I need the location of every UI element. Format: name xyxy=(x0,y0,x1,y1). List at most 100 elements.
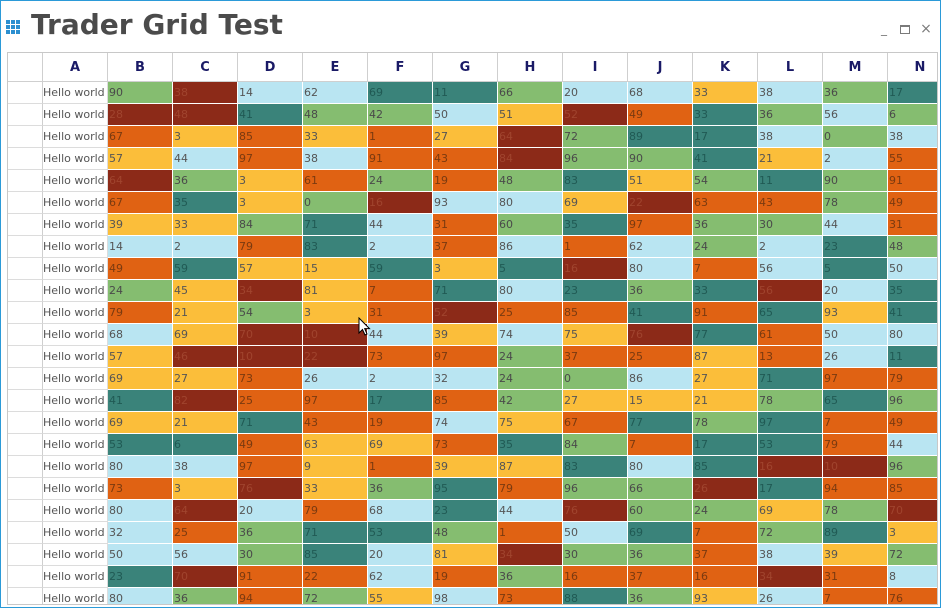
cell-value-j[interactable]: 76 xyxy=(628,324,693,346)
cell-value-e[interactable]: 26 xyxy=(303,368,368,390)
cell-value-f[interactable]: 20 xyxy=(368,544,433,566)
cell-value-m[interactable]: 44 xyxy=(823,214,888,236)
cell-value-m[interactable]: 79 xyxy=(823,434,888,456)
cell-value-h[interactable]: 74 xyxy=(498,324,563,346)
cell-value-n[interactable]: 91 xyxy=(888,170,937,192)
cell-value-m[interactable]: 20 xyxy=(823,280,888,302)
cell-value-g[interactable]: 32 xyxy=(433,368,498,390)
cell-value-l[interactable]: 34 xyxy=(758,566,823,588)
cell-text[interactable]: Hello world xyxy=(43,214,108,236)
cell-value-g[interactable]: 95 xyxy=(433,478,498,500)
cell-value-g[interactable]: 97 xyxy=(433,346,498,368)
cell-value-b[interactable]: 39 xyxy=(108,214,173,236)
cell-value-m[interactable]: 65 xyxy=(823,390,888,412)
cell-value-b[interactable]: 57 xyxy=(108,148,173,170)
cell-value-h[interactable]: 34 xyxy=(498,544,563,566)
cell-value-m[interactable]: 50 xyxy=(823,324,888,346)
cell-text[interactable]: Hello world xyxy=(43,192,108,214)
cell-value-l[interactable]: 71 xyxy=(758,368,823,390)
column-header-c[interactable]: C xyxy=(173,53,238,82)
cell-value-b[interactable]: 28 xyxy=(108,104,173,126)
cell-value-b[interactable]: 49 xyxy=(108,258,173,280)
cell-value-c[interactable]: 3 xyxy=(173,126,238,148)
cell-value-d[interactable]: 20 xyxy=(238,500,303,522)
cell-text[interactable]: Hello world xyxy=(43,302,108,324)
cell-value-b[interactable]: 53 xyxy=(108,434,173,456)
cell-value-e[interactable]: 33 xyxy=(303,478,368,500)
row-header[interactable] xyxy=(8,214,43,236)
cell-value-j[interactable]: 80 xyxy=(628,258,693,280)
cell-value-i[interactable]: 85 xyxy=(563,302,628,324)
cell-value-j[interactable]: 97 xyxy=(628,214,693,236)
cell-value-g[interactable]: 39 xyxy=(433,456,498,478)
cell-value-e[interactable]: 71 xyxy=(303,522,368,544)
cell-text[interactable]: Hello world xyxy=(43,434,108,456)
cell-value-d[interactable]: 3 xyxy=(238,192,303,214)
cell-value-l[interactable]: 53 xyxy=(758,434,823,456)
cell-value-k[interactable]: 77 xyxy=(693,324,758,346)
cell-value-m[interactable]: 26 xyxy=(823,346,888,368)
cell-value-n[interactable]: 49 xyxy=(888,192,937,214)
cell-value-e[interactable]: 79 xyxy=(303,500,368,522)
cell-value-d[interactable]: 41 xyxy=(238,104,303,126)
cell-value-l[interactable]: 56 xyxy=(758,280,823,302)
cell-value-n[interactable]: 11 xyxy=(888,346,937,368)
cell-value-d[interactable]: 10 xyxy=(238,346,303,368)
cell-value-i[interactable]: 84 xyxy=(563,434,628,456)
cell-value-f[interactable]: 19 xyxy=(368,412,433,434)
cell-value-c[interactable]: 70 xyxy=(173,566,238,588)
cell-value-n[interactable]: 76 xyxy=(888,588,937,604)
cell-value-e[interactable]: 43 xyxy=(303,412,368,434)
cell-value-k[interactable]: 36 xyxy=(693,214,758,236)
column-header-h[interactable]: H xyxy=(498,53,563,82)
cell-value-c[interactable]: 38 xyxy=(173,82,238,104)
cell-value-m[interactable]: 2 xyxy=(823,148,888,170)
cell-value-d[interactable]: 49 xyxy=(238,434,303,456)
cell-value-f[interactable]: 1 xyxy=(368,456,433,478)
cell-value-g[interactable]: 43 xyxy=(433,148,498,170)
cell-value-d[interactable]: 91 xyxy=(238,566,303,588)
cell-value-l[interactable]: 11 xyxy=(758,170,823,192)
cell-value-d[interactable]: 3 xyxy=(238,170,303,192)
cell-value-k[interactable]: 93 xyxy=(693,588,758,604)
row-header[interactable] xyxy=(8,522,43,544)
cell-value-m[interactable]: 5 xyxy=(823,258,888,280)
cell-value-n[interactable]: 31 xyxy=(888,214,937,236)
cell-value-f[interactable]: 73 xyxy=(368,346,433,368)
cell-value-g[interactable]: 85 xyxy=(433,390,498,412)
cell-value-k[interactable]: 17 xyxy=(693,434,758,456)
cell-value-j[interactable]: 68 xyxy=(628,82,693,104)
cell-value-f[interactable]: 62 xyxy=(368,566,433,588)
close-button[interactable]: × xyxy=(920,21,932,37)
cell-value-i[interactable]: 35 xyxy=(563,214,628,236)
row-header[interactable] xyxy=(8,324,43,346)
column-header-f[interactable]: F xyxy=(368,53,433,82)
cell-text[interactable]: Hello world xyxy=(43,500,108,522)
cell-value-j[interactable]: 80 xyxy=(628,456,693,478)
cell-value-l[interactable]: 56 xyxy=(758,258,823,280)
cell-value-c[interactable]: 46 xyxy=(173,346,238,368)
cell-value-b[interactable]: 69 xyxy=(108,412,173,434)
cell-value-g[interactable]: 31 xyxy=(433,214,498,236)
cell-value-m[interactable]: 36 xyxy=(823,82,888,104)
cell-value-j[interactable]: 66 xyxy=(628,478,693,500)
cell-value-f[interactable]: 2 xyxy=(368,236,433,258)
cell-value-k[interactable]: 7 xyxy=(693,258,758,280)
cell-value-d[interactable]: 57 xyxy=(238,258,303,280)
cell-value-n[interactable]: 8 xyxy=(888,566,937,588)
row-header[interactable] xyxy=(8,368,43,390)
cell-value-g[interactable]: 37 xyxy=(433,236,498,258)
cell-value-l[interactable]: 26 xyxy=(758,588,823,604)
cell-value-n[interactable]: 85 xyxy=(888,478,937,500)
trader-grid[interactable]: A B C D E F G H I J K L M N Hello world 90 38 14 62 69 11 66 2… xyxy=(7,52,938,605)
title-bar[interactable]: Trader Grid Test _ × xyxy=(1,1,940,49)
cell-value-m[interactable]: 89 xyxy=(823,522,888,544)
cell-value-l[interactable]: 2 xyxy=(758,236,823,258)
cell-value-d[interactable]: 14 xyxy=(238,82,303,104)
cell-value-l[interactable]: 21 xyxy=(758,148,823,170)
cell-value-d[interactable]: 94 xyxy=(238,588,303,604)
column-header-b[interactable]: B xyxy=(108,53,173,82)
maximize-button[interactable] xyxy=(898,21,912,37)
cell-text[interactable]: Hello world xyxy=(43,478,108,500)
cell-value-d[interactable]: 54 xyxy=(238,302,303,324)
